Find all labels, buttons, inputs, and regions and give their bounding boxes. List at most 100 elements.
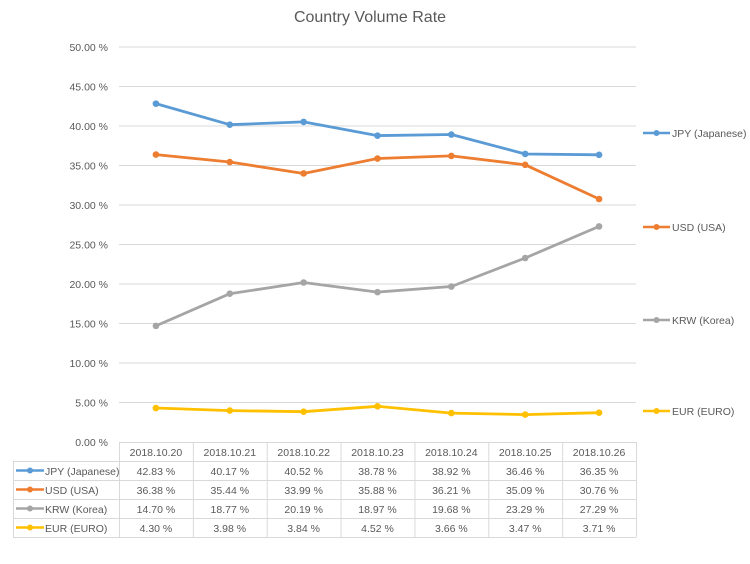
data-point bbox=[521, 150, 529, 158]
series-lines bbox=[152, 100, 603, 418]
table-cell: 4.30 % bbox=[140, 523, 173, 535]
y-tick-label: 35.00 % bbox=[69, 161, 108, 173]
y-tick-label: 20.00 % bbox=[69, 279, 108, 291]
data-point bbox=[595, 151, 603, 159]
table-cell: 14.70 % bbox=[137, 504, 176, 516]
table-cell: 36.38 % bbox=[137, 485, 176, 497]
table-row-label: EUR (EURO) bbox=[45, 523, 107, 535]
data-point bbox=[152, 100, 160, 107]
table-cell: 27.29 % bbox=[580, 504, 619, 516]
data-point bbox=[226, 290, 234, 298]
legend-item: USD (USA) bbox=[643, 222, 726, 234]
table-cell: 23.29 % bbox=[506, 504, 545, 516]
table-cell: 18.77 % bbox=[211, 504, 250, 516]
table-cell: 36.35 % bbox=[580, 466, 619, 478]
table-cell: 19.68 % bbox=[432, 504, 471, 516]
data-point bbox=[595, 195, 603, 203]
legend-label: JPY (Japanese) bbox=[672, 128, 747, 140]
table-cell: 38.78 % bbox=[358, 466, 397, 478]
data-point bbox=[595, 223, 603, 230]
legend-label: USD (USA) bbox=[672, 222, 726, 234]
legend-key-marker bbox=[27, 467, 33, 474]
data-point bbox=[448, 152, 455, 160]
legend: JPY (Japanese) USD (USA) KRW (Korea) EUR (E… bbox=[643, 128, 747, 418]
data-point bbox=[300, 170, 307, 177]
series-3 bbox=[152, 402, 603, 418]
legend-item: EUR (EURO) bbox=[643, 406, 734, 418]
legend-item: KRW (Korea) bbox=[643, 315, 734, 327]
table-row-label: KRW (Korea) bbox=[45, 504, 107, 516]
data-point bbox=[152, 151, 160, 158]
data-point bbox=[448, 131, 455, 138]
table-cell: 3.98 % bbox=[213, 523, 246, 535]
data-table: 2018.10.20 2018.10.21 2018.10.22 2018.10.23… bbox=[13, 442, 637, 538]
table-cell: 40.17 % bbox=[211, 466, 250, 478]
y-tick-label: 50.00 % bbox=[69, 42, 108, 54]
data-point bbox=[300, 408, 307, 415]
data-point bbox=[374, 155, 381, 162]
legend-key-marker bbox=[27, 524, 33, 531]
data-point bbox=[521, 254, 529, 262]
data-point bbox=[300, 118, 307, 126]
y-tick-label: 45.00 % bbox=[69, 82, 108, 94]
legend-item: JPY (Japanese) bbox=[643, 128, 747, 140]
legend-key-marker bbox=[27, 486, 33, 493]
y-tick-label: 10.00 % bbox=[69, 358, 108, 370]
table-cell: 42.83 % bbox=[137, 466, 176, 478]
table-cell: 18.97 % bbox=[358, 504, 397, 516]
table-legend-key bbox=[16, 467, 44, 474]
table-cell: 4.52 % bbox=[361, 523, 394, 535]
table-legend-key bbox=[16, 486, 44, 493]
table-cell: 38.92 % bbox=[432, 466, 471, 478]
data-point bbox=[448, 283, 455, 290]
table-cell: 30.76 % bbox=[580, 485, 619, 497]
series-line bbox=[154, 102, 601, 157]
chart-title: Country Volume Rate bbox=[294, 9, 446, 26]
data-point bbox=[374, 402, 381, 410]
legend-key-marker bbox=[653, 317, 660, 323]
table-row-label: JPY (Japanese) bbox=[45, 466, 120, 478]
data-point bbox=[374, 132, 381, 139]
y-tick-label: 40.00 % bbox=[69, 121, 108, 133]
data-point bbox=[374, 288, 381, 296]
legend-label: EUR (EURO) bbox=[672, 406, 734, 418]
data-point bbox=[226, 158, 234, 166]
data-point bbox=[521, 161, 529, 169]
x-category-label: 2018.10.23 bbox=[351, 447, 404, 459]
table-row-label: USD (USA) bbox=[45, 485, 99, 497]
legend-key-marker bbox=[27, 505, 33, 512]
data-point bbox=[226, 407, 234, 414]
series-0 bbox=[152, 100, 603, 159]
x-category-label: 2018.10.20 bbox=[130, 447, 183, 459]
table-cell: 3.66 % bbox=[435, 523, 468, 535]
y-tick-label: 15.00 % bbox=[69, 319, 108, 331]
y-tick-label: 0.00 % bbox=[75, 437, 108, 449]
table-legend-key bbox=[16, 524, 44, 531]
data-point bbox=[152, 322, 160, 330]
x-category-label: 2018.10.25 bbox=[499, 447, 552, 459]
data-point bbox=[448, 409, 455, 417]
data-point bbox=[152, 404, 160, 412]
y-tick-label: 25.00 % bbox=[69, 240, 108, 252]
legend-key-marker bbox=[653, 224, 660, 230]
y-axis: 0.00 % 5.00 % 10.00 % 15.00 % 20.00 % 25.00 %… bbox=[69, 42, 108, 449]
x-category-label: 2018.10.26 bbox=[573, 447, 626, 459]
table-cell: 3.71 % bbox=[583, 523, 616, 535]
table-cell: 35.88 % bbox=[358, 485, 397, 497]
table-cell: 3.47 % bbox=[509, 523, 542, 535]
x-category-label: 2018.10.24 bbox=[425, 447, 478, 459]
legend-label: KRW (Korea) bbox=[672, 315, 734, 327]
gridlines bbox=[119, 46, 636, 403]
data-point bbox=[226, 121, 234, 128]
table-cell: 35.09 % bbox=[506, 485, 545, 497]
table-cell: 3.84 % bbox=[287, 523, 320, 535]
y-tick-label: 5.00 % bbox=[75, 398, 108, 410]
legend-key-marker bbox=[653, 130, 660, 136]
x-category-label: 2018.10.21 bbox=[204, 447, 257, 459]
table-cell: 33.99 % bbox=[284, 485, 323, 497]
table-cell: 35.44 % bbox=[211, 485, 250, 497]
table-cell: 36.46 % bbox=[506, 466, 545, 478]
y-tick-label: 30.00 % bbox=[69, 200, 108, 212]
series-1 bbox=[152, 151, 603, 203]
